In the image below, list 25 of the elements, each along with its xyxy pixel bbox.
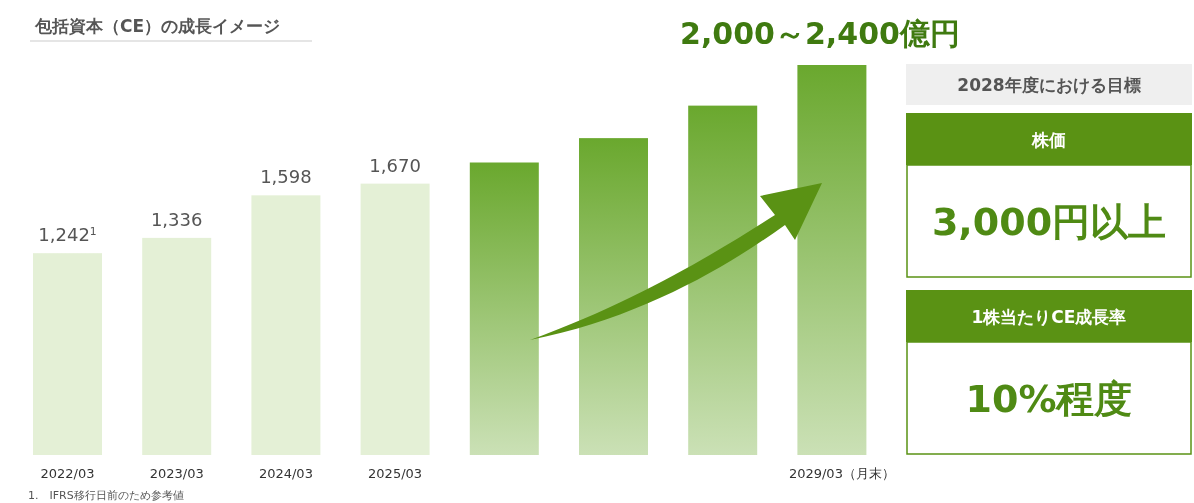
bar xyxy=(251,195,321,455)
text: 2,000～2,400億円 xyxy=(680,16,960,51)
data-label: 1,598 xyxy=(260,166,312,188)
data-label: 1,336 xyxy=(150,208,203,230)
text: 10%程度 xyxy=(965,377,1133,421)
x-tick-label: 2025/03 xyxy=(368,466,423,481)
x-tick-label: 2029/03（月末） xyxy=(788,466,895,481)
bar xyxy=(33,253,102,455)
bar xyxy=(797,65,867,455)
x-tick-label: 2023/03 xyxy=(149,466,204,481)
text: 株価 xyxy=(1031,130,1066,150)
x-tick-label: 2024/03 xyxy=(258,466,313,481)
bar xyxy=(579,138,648,455)
bar xyxy=(360,183,430,455)
text: 1株当たりCE成長率 xyxy=(971,307,1127,327)
x-tick-label: 2022/03 xyxy=(40,466,95,481)
text: 3,000円以上 xyxy=(931,200,1167,244)
data-label: 1,670 xyxy=(369,154,421,176)
data-label: 1,242$^{1}$ xyxy=(38,224,97,246)
chart-title: 包括資本（CE）の成長イメージ xyxy=(34,16,281,36)
bar xyxy=(142,237,212,455)
bar xyxy=(688,105,758,455)
bar xyxy=(469,162,539,455)
text: 2028年度における目標 xyxy=(957,75,1141,95)
text: 1. IFRS移行日前のため参考値 xyxy=(28,489,184,502)
